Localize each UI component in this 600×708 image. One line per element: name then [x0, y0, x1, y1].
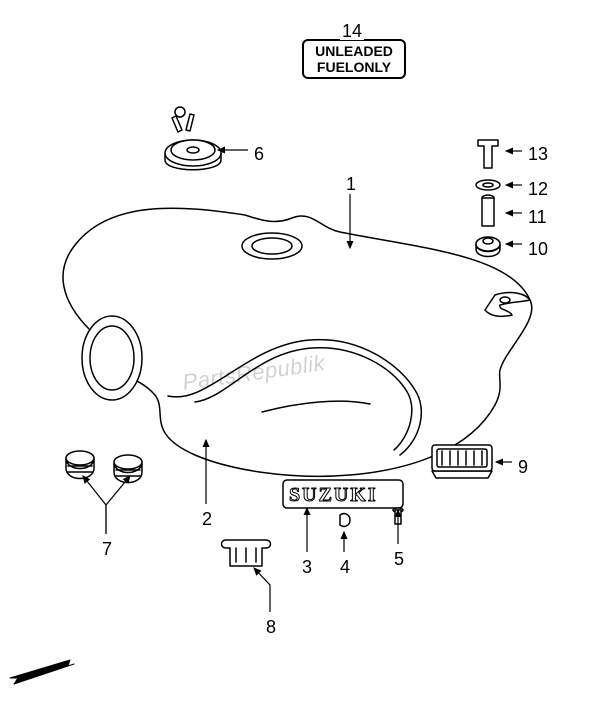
- callout-10: 10: [526, 240, 550, 258]
- callout-5: 5: [392, 550, 406, 568]
- callout-11: 11: [526, 208, 549, 226]
- callout-6: 6: [252, 145, 266, 163]
- diagram-svg: SUZUKI: [0, 0, 600, 708]
- callout-14: 14: [340, 22, 364, 40]
- callout-9: 9: [516, 458, 530, 476]
- label-line2: FUELONLY: [317, 59, 391, 75]
- callout-4: 4: [338, 558, 352, 576]
- callout-12: 12: [526, 180, 550, 198]
- emblem-text: SUZUKI: [289, 484, 378, 506]
- callout-7: 7: [100, 540, 114, 558]
- unleaded-fuel-label: UNLEADED FUELONLY: [302, 39, 406, 79]
- diagram-stage: SUZUKI UNLEADED FUELONLY PartsRepublik 1…: [0, 0, 600, 708]
- callout-8: 8: [264, 618, 278, 636]
- callout-2: 2: [200, 510, 214, 528]
- callout-13: 13: [526, 145, 550, 163]
- label-line1: UNLEADED: [315, 43, 393, 59]
- callout-3: 3: [300, 558, 314, 576]
- callout-1: 1: [344, 175, 358, 193]
